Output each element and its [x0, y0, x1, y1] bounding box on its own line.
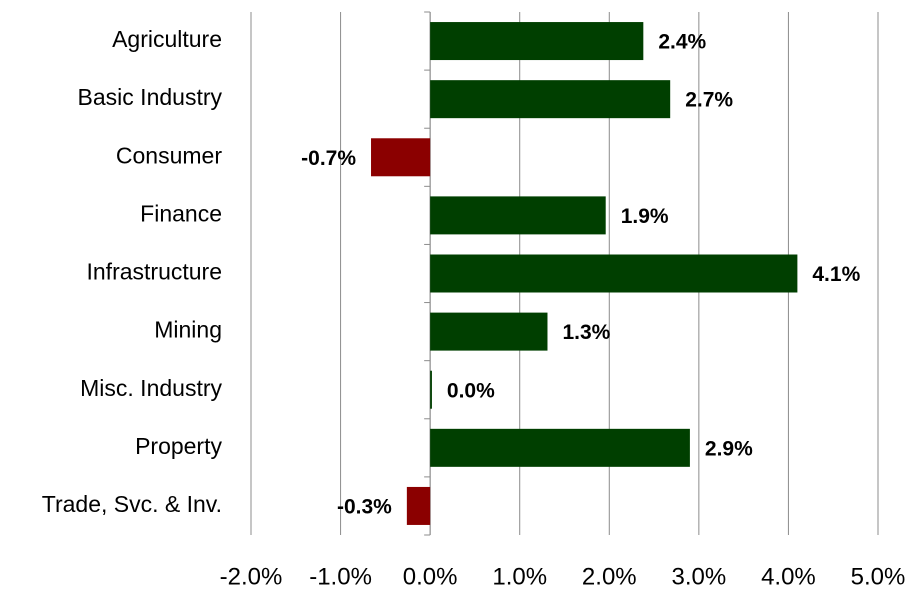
bar — [430, 80, 671, 119]
bar — [430, 370, 432, 409]
data-label: 1.9% — [621, 205, 669, 228]
x-tick-label: -2.0% — [220, 563, 283, 589]
data-label: -0.3% — [337, 495, 392, 518]
x-tick-label: 4.0% — [761, 563, 816, 589]
x-tick-label: -1.0% — [309, 563, 372, 589]
data-label: 2.9% — [705, 437, 753, 460]
data-label: 1.3% — [562, 321, 610, 344]
y-tick-label: Basic Industry — [78, 84, 223, 110]
bar — [430, 312, 548, 351]
x-tick-label: 0.0% — [403, 563, 458, 589]
data-label: 4.1% — [812, 263, 860, 286]
bar — [430, 254, 798, 293]
data-label: 2.7% — [685, 89, 733, 112]
y-tick-label: Mining — [154, 317, 222, 343]
bar — [430, 428, 690, 467]
y-tick-label: Infrastructure — [87, 259, 223, 285]
bar — [371, 138, 431, 177]
y-tick-label: Property — [135, 433, 222, 459]
bar — [430, 196, 606, 235]
data-label: 0.0% — [447, 379, 495, 402]
y-tick-label: Trade, Svc. & Inv. — [42, 491, 222, 517]
y-tick-label: Misc. Industry — [80, 375, 222, 401]
bar — [406, 486, 431, 525]
bar — [430, 22, 644, 61]
y-tick-label: Agriculture — [112, 26, 222, 52]
x-tick-label: 3.0% — [672, 563, 727, 589]
data-label: -0.7% — [301, 147, 356, 170]
x-tick-label: 1.0% — [492, 563, 547, 589]
y-tick-label: Finance — [140, 200, 222, 226]
x-tick-label: 2.0% — [582, 563, 637, 589]
x-tick-label: 5.0% — [851, 563, 906, 589]
data-label: 2.4% — [658, 31, 706, 54]
y-tick-label: Consumer — [116, 142, 222, 168]
